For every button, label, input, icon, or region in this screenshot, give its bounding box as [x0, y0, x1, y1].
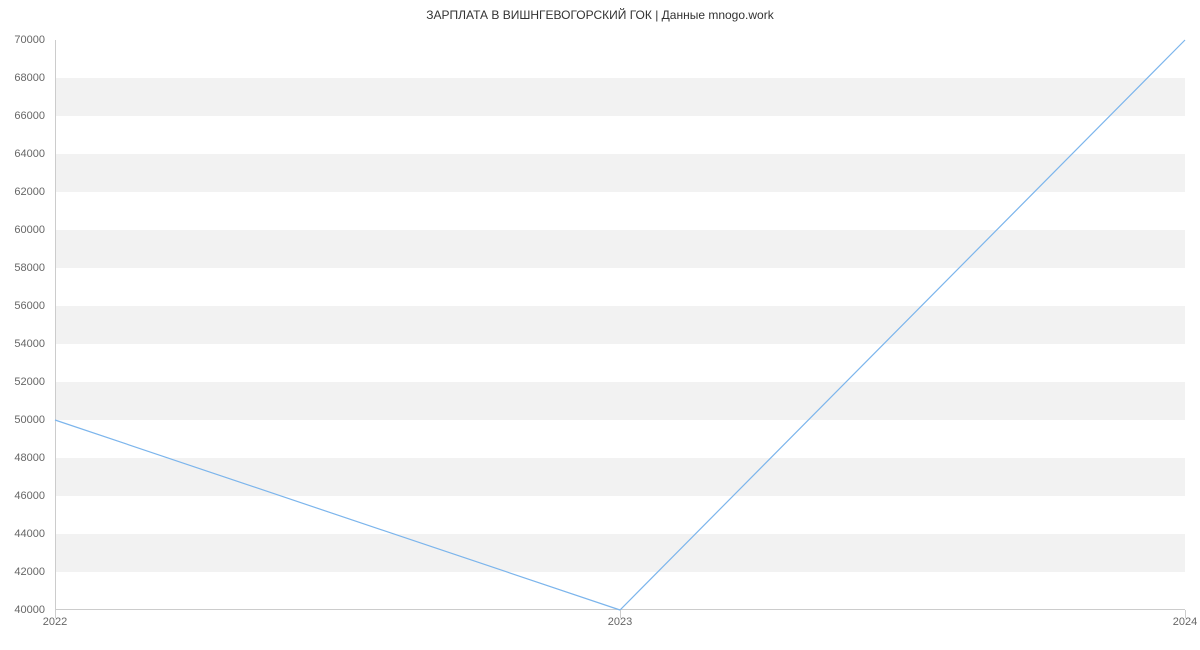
y-tick-label: 68000 — [14, 72, 45, 84]
y-tick-label: 66000 — [14, 110, 45, 122]
y-tick-label: 54000 — [14, 338, 45, 350]
y-tick-label: 46000 — [14, 490, 45, 502]
y-tick-label: 48000 — [14, 452, 45, 464]
chart-line-svg — [55, 40, 1185, 610]
y-tick-label: 58000 — [14, 262, 45, 274]
x-tick-mark — [55, 610, 56, 618]
data-line — [55, 40, 1185, 610]
y-tick-label: 56000 — [14, 300, 45, 312]
y-tick-label: 64000 — [14, 148, 45, 160]
y-tick-label: 62000 — [14, 186, 45, 198]
chart-title: ЗАРПЛАТА В ВИШНГЕВОГОРСКИЙ ГОК | Данные … — [0, 0, 1200, 22]
y-tick-label: 52000 — [14, 376, 45, 388]
y-tick-label: 42000 — [14, 566, 45, 578]
x-tick-mark — [620, 610, 621, 618]
x-tick-mark — [1185, 610, 1186, 618]
y-tick-label: 44000 — [14, 528, 45, 540]
y-tick-label: 60000 — [14, 224, 45, 236]
y-tick-label: 70000 — [14, 34, 45, 46]
chart-plot-area: 4000042000440004600048000500005200054000… — [55, 40, 1185, 610]
y-tick-label: 40000 — [14, 604, 45, 616]
y-tick-label: 50000 — [14, 414, 45, 426]
